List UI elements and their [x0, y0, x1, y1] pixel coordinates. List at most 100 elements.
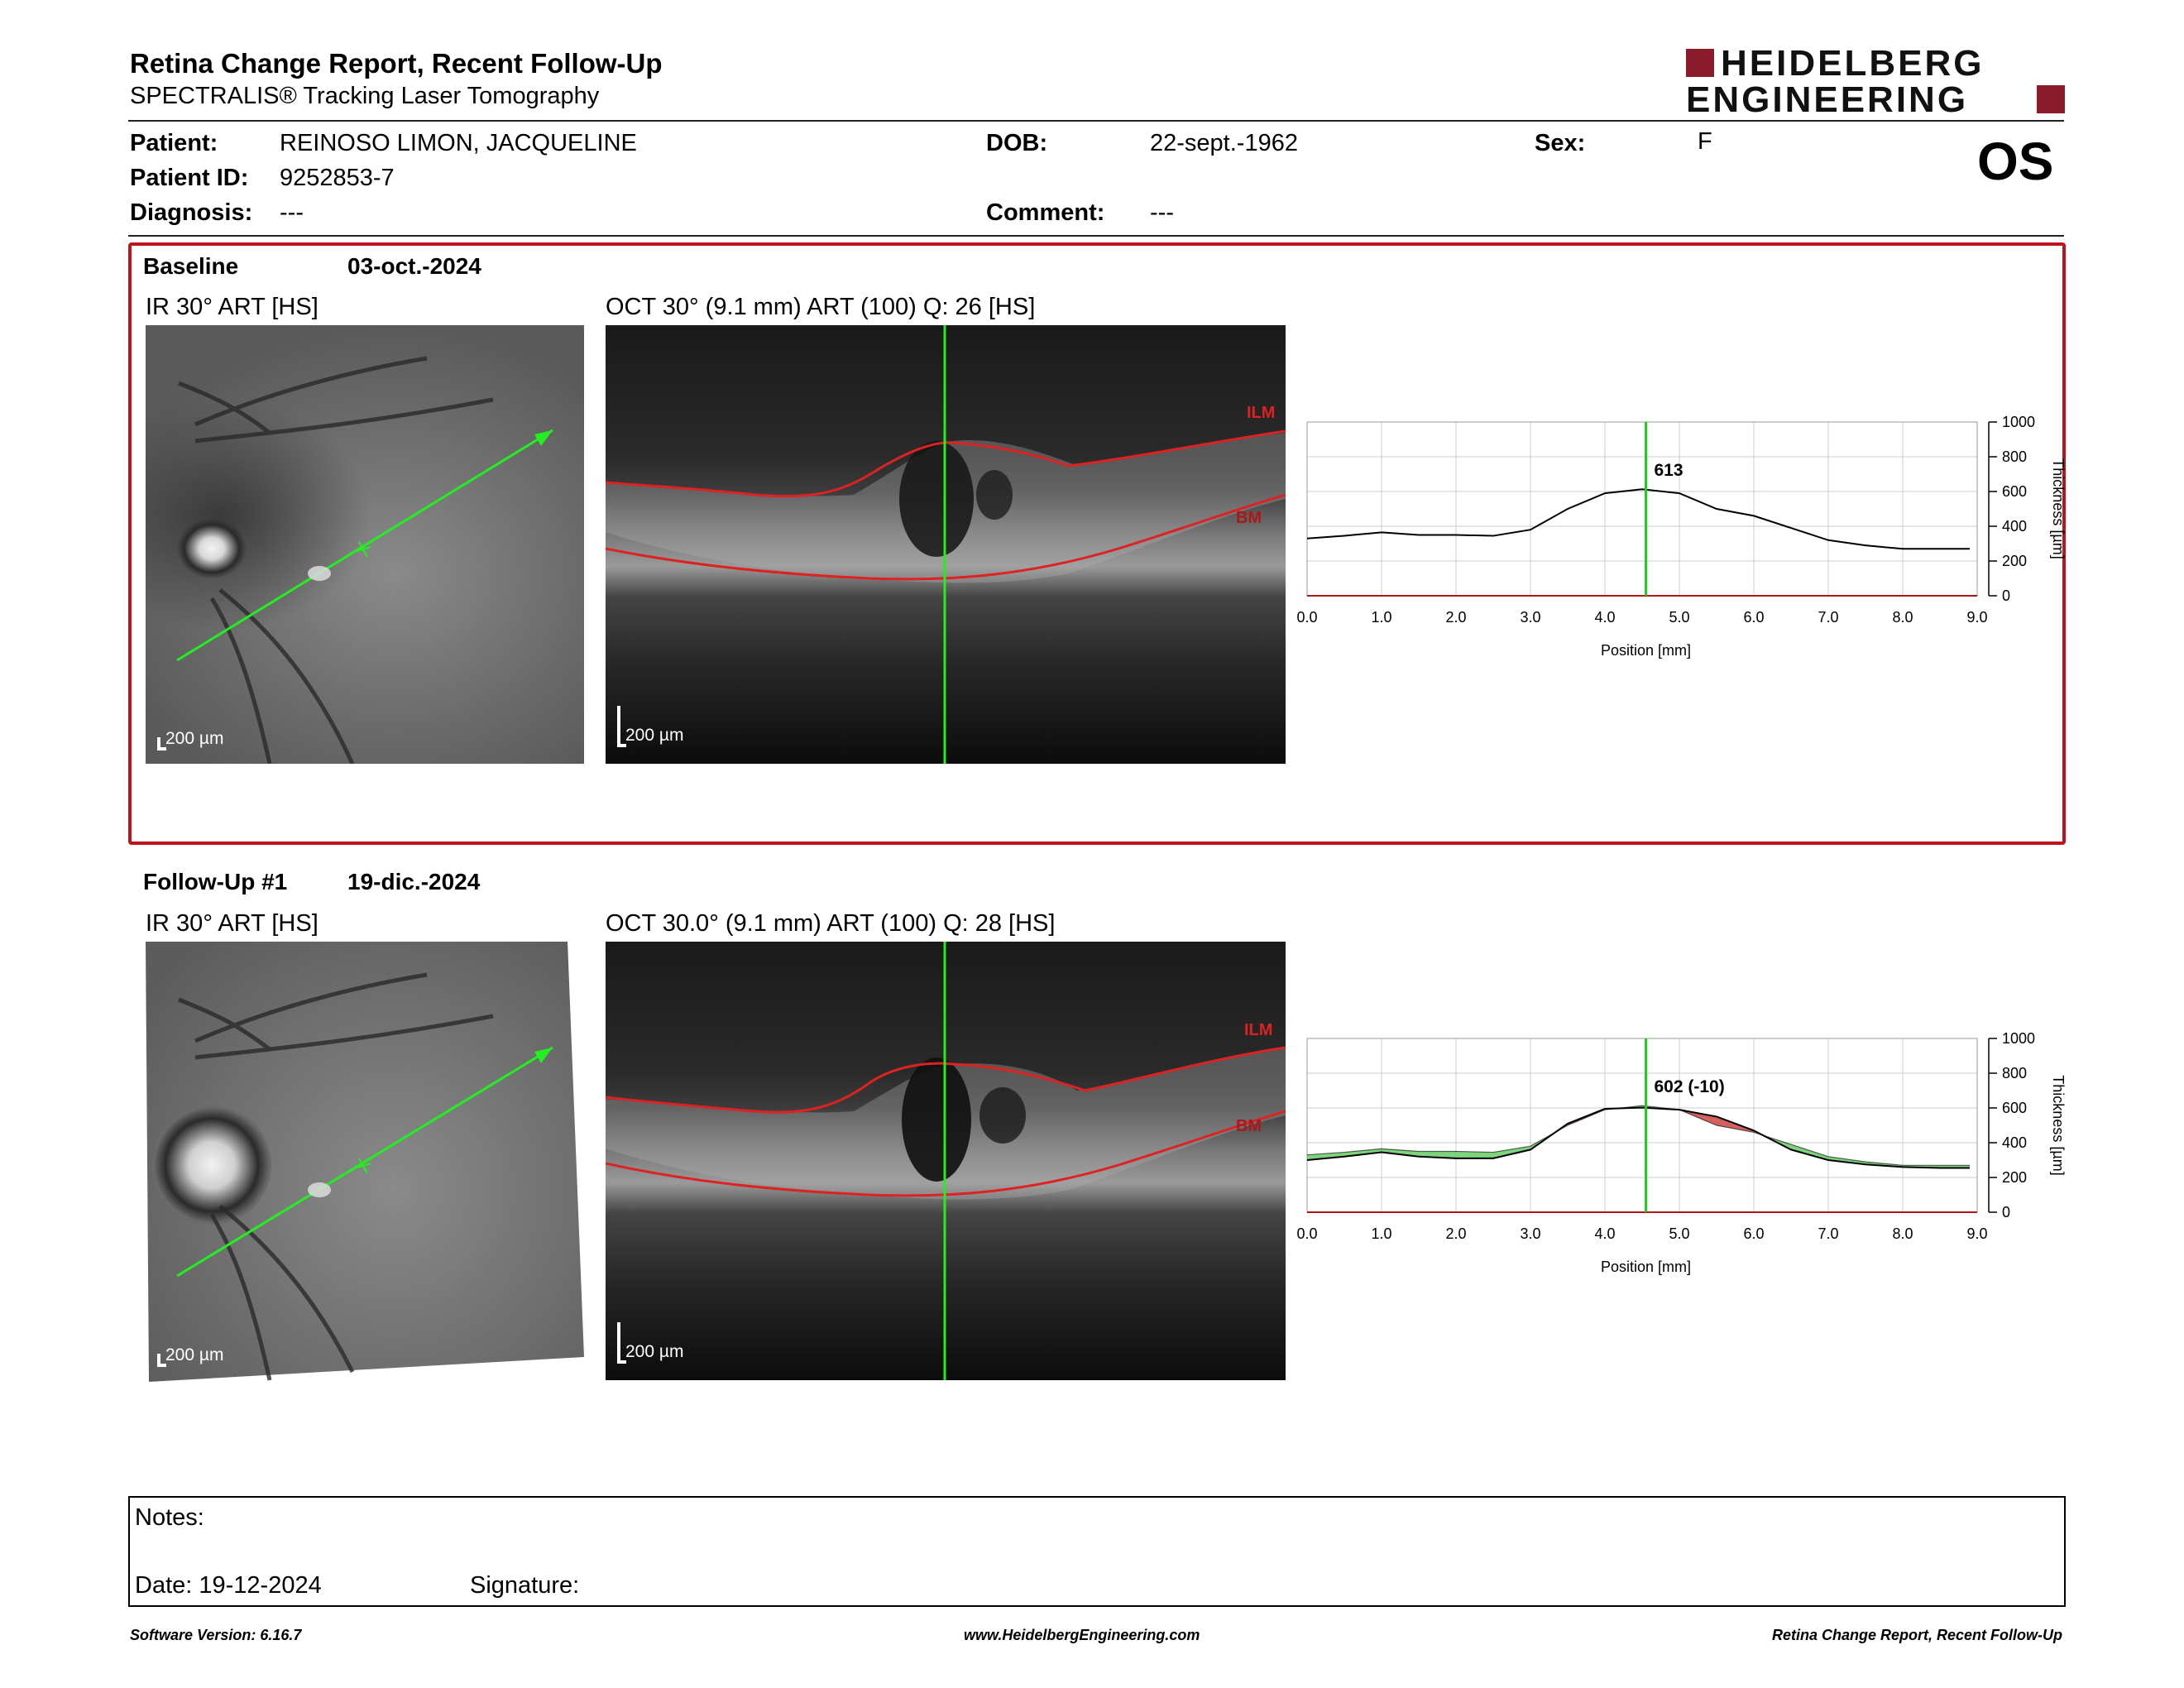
patient-id: 9252853-7 [280, 165, 395, 191]
eye-label: OS [1977, 132, 2054, 191]
followup-scan-line [176, 1046, 553, 1278]
y-tick-label: 400 [2002, 518, 2027, 535]
difference-area [1382, 1149, 1419, 1157]
y-tick-label: 800 [2002, 448, 2027, 465]
followup-bm-label: BM [1236, 1117, 1262, 1135]
y-tick-label: 600 [2002, 1100, 2027, 1116]
followup-fundus-overlay [146, 942, 584, 1382]
logo-line-2: ENGINEERING [1686, 79, 1969, 120]
logo-square-right [2037, 85, 2065, 113]
patient-name: REINOSO LIMON, JACQUELINE [280, 130, 637, 156]
baseline-ir-title: IR 30° ART [HS] [146, 294, 318, 320]
y-axis-label: Thickness [µm] [2050, 1075, 2067, 1175]
followup-scan-arrowhead [534, 1048, 553, 1063]
heidelberg-logo: HEIDELBERG ENGINEERING [1686, 43, 2067, 120]
chart-frame [1306, 421, 1978, 597]
company-url[interactable]: www.HeidelbergEngineering.com [964, 1627, 1200, 1643]
cursor-value-label: 613 [1655, 461, 1684, 480]
y-axis-label: Thickness [µm] [2050, 458, 2067, 559]
notes-box [128, 1496, 2066, 1607]
baseline-ilm-label: ILM [1247, 404, 1276, 422]
comment-label: Comment: [986, 199, 1105, 226]
x-tick-label: 4.0 [1594, 1225, 1615, 1242]
sex-label: Sex: [1535, 130, 1586, 156]
followup-bm-line [606, 1110, 1286, 1197]
signature-label: Signature: [470, 1572, 580, 1599]
difference-area [1456, 1151, 1493, 1158]
x-tick-label: 7.0 [1818, 609, 1838, 626]
dob-value: 22-sept.-1962 [1150, 130, 1298, 156]
x-tick-label: 4.0 [1594, 609, 1615, 626]
y-tick-label: 1000 [2002, 1030, 2035, 1047]
logo-square-left [1686, 49, 1714, 77]
patient-divider [128, 235, 2064, 237]
baseline-oct-scalebar [617, 706, 626, 747]
y-tick-label: 200 [2002, 1169, 2027, 1186]
x-axis-label: Position [mm] [1601, 642, 1691, 659]
difference-area [1344, 1149, 1382, 1157]
dob-label: DOB: [986, 130, 1048, 156]
followup-ilm-line [606, 1046, 1286, 1114]
difference-area [1791, 1144, 1828, 1160]
x-tick-label: 5.0 [1669, 1225, 1689, 1242]
baseline-oct-image: ILM BM 200 µm [606, 325, 1286, 764]
baseline-fundus-overlay [176, 356, 553, 764]
x-tick-label: 9.0 [1966, 609, 1987, 626]
header-divider [128, 120, 2064, 122]
x-tick-label: 2.0 [1445, 609, 1466, 626]
report-title: Retina Change Report, Recent Follow-Up [130, 48, 663, 79]
followup-ir-scalebar [157, 1354, 166, 1367]
followup-ilm-label: ILM [1244, 1021, 1273, 1039]
baseline-ir-image: 200 µm [146, 325, 584, 764]
difference-area [1828, 1156, 1866, 1165]
followup-ir-title: IR 30° ART [HS] [146, 910, 318, 937]
baseline-oct-overlay [606, 325, 1286, 764]
followup-oct-title: OCT 30.0° (9.1 mm) ART (100) Q: 28 [HS] [606, 910, 1056, 937]
followup-oct-scale-text: 200 µm [625, 1342, 684, 1361]
x-tick-label: 3.0 [1520, 1225, 1540, 1242]
y-tick-label: 200 [2002, 553, 2027, 569]
notes-label: Notes: [135, 1504, 204, 1531]
followup-oct-overlay [606, 942, 1286, 1380]
patient-id-label: Patient ID: [130, 165, 249, 191]
x-tick-label: 0.0 [1296, 609, 1317, 626]
chart-frame [1306, 1038, 1978, 1213]
followup-ir-image: 200 µm [146, 942, 584, 1382]
baseline-frame [128, 242, 2066, 845]
followup-oct-image: ILM BM 200 µm [606, 942, 1286, 1380]
comment-value: --- [1150, 199, 1174, 226]
baseline-thickness-chart: 613 0.0 1.0 2.0 3.0 4.0 5.0 6.0 7.0 8.0 9.0 0 200 400… [1296, 414, 2067, 659]
y-tick-label: 800 [2002, 1065, 2027, 1081]
x-tick-label: 9.0 [1966, 1225, 1987, 1242]
baseline-scan-line [176, 429, 553, 662]
baseline-ilm-line [606, 429, 1286, 498]
x-axis-label: Position [mm] [1601, 1259, 1691, 1275]
x-tick-label: 3.0 [1520, 609, 1540, 626]
baseline-bm-label: BM [1236, 509, 1262, 527]
baseline-ir-scale-text: 200 µm [165, 729, 224, 748]
y-tick-label: 400 [2002, 1134, 2027, 1151]
thickness-series-line [1306, 1105, 1970, 1166]
followup-date: 19-dic.-2024 [347, 869, 481, 894]
baseline-bm-line [606, 493, 1286, 581]
x-tick-label: 0.0 [1296, 1225, 1317, 1242]
x-tick-label: 5.0 [1669, 609, 1689, 626]
baseline-oct-title: OCT 30° (9.1 mm) ART (100) Q: 26 [HS] [606, 294, 1036, 320]
baseline-scan-arrowhead [534, 430, 553, 446]
software-version: Software Version: 6.16.7 [130, 1627, 302, 1643]
followup-thickness-chart: 602 (-10) 0.0 1.0 2.0 3.0 4.0 5.0 6.0 7.0 8.0 9.0 0… [1296, 1030, 2067, 1275]
x-tick-label: 6.0 [1743, 609, 1764, 626]
followup-ir-scale-text: 200 µm [165, 1345, 224, 1364]
x-tick-label: 8.0 [1892, 609, 1913, 626]
y-tick-label: 1000 [2002, 414, 2035, 430]
patient-label: Patient: [130, 130, 218, 156]
diagnosis-label: Diagnosis: [130, 199, 253, 226]
cursor-value-label: 602 (-10) [1655, 1077, 1725, 1096]
baseline-ir-scalebar [157, 737, 166, 750]
baseline-oct-scale-text: 200 µm [625, 726, 684, 745]
difference-area [1493, 1146, 1530, 1158]
notes-date: Date: 19-12-2024 [135, 1572, 322, 1599]
y-tick-label: 0 [2002, 1204, 2010, 1220]
thickness-series-line [1306, 488, 1970, 550]
x-tick-label: 8.0 [1892, 1225, 1913, 1242]
